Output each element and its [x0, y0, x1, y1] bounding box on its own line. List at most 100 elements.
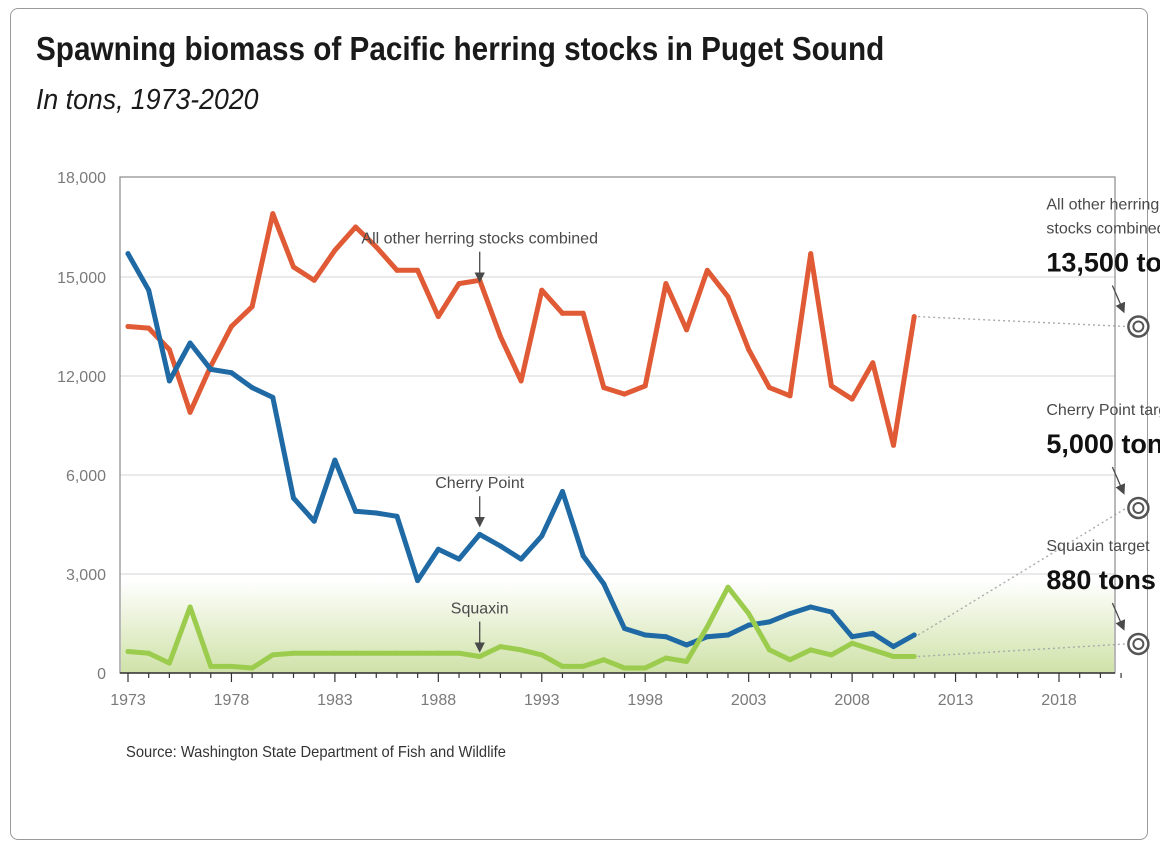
- data-point-cherry-point: [746, 622, 752, 628]
- data-point-squaxin: [456, 650, 462, 656]
- data-point-all-other-herring-stocks-combined: [477, 277, 483, 283]
- data-point-cherry-point: [828, 609, 834, 615]
- data-point-all-other-herring-stocks-combined: [332, 247, 338, 253]
- data-point-squaxin: [559, 663, 565, 669]
- data-point-cherry-point: [684, 642, 690, 648]
- data-point-all-other-herring-stocks-combined: [228, 324, 234, 329]
- data-point-cherry-point: [353, 508, 359, 514]
- x-tick-label: 1978: [214, 692, 250, 709]
- data-point-squaxin: [415, 650, 421, 656]
- data-point-cherry-point: [456, 556, 462, 562]
- target-marker: [1127, 315, 1150, 338]
- y-tick-label: 6,000: [66, 468, 106, 485]
- data-point-squaxin: [787, 657, 793, 663]
- data-point-cherry-point: [477, 531, 483, 537]
- data-point-squaxin: [291, 650, 297, 656]
- data-point-squaxin: [125, 649, 131, 655]
- data-point-cherry-point: [766, 619, 772, 625]
- data-point-all-other-herring-stocks-combined: [249, 304, 255, 310]
- x-tick-label: 1988: [421, 692, 457, 709]
- target-arrow: [1111, 602, 1126, 631]
- data-point-all-other-herring-stocks-combined: [146, 325, 152, 331]
- data-point-cherry-point: [291, 495, 297, 501]
- data-point-cherry-point: [208, 366, 214, 372]
- data-point-cherry-point: [704, 634, 710, 640]
- target-value: 5,000 tons: [1046, 429, 1160, 459]
- data-point-squaxin: [353, 650, 359, 656]
- data-point-all-other-herring-stocks-combined: [373, 244, 379, 250]
- squaxin-band: [121, 580, 1114, 673]
- data-point-squaxin: [870, 647, 876, 653]
- data-point-all-other-herring-stocks-combined: [746, 347, 752, 353]
- target-label: Squaxin target: [1046, 538, 1150, 555]
- y-tick-label: 12,000: [57, 369, 106, 386]
- data-point-all-other-herring-stocks-combined: [684, 327, 690, 333]
- target-marker-inner: [1132, 502, 1145, 514]
- data-point-all-other-herring-stocks-combined: [911, 314, 917, 320]
- data-point-cherry-point: [725, 632, 731, 638]
- target-marker: [1127, 496, 1150, 520]
- data-point-cherry-point: [125, 251, 131, 257]
- data-point-squaxin: [146, 650, 152, 656]
- data-point-squaxin: [725, 584, 731, 590]
- data-point-cherry-point: [663, 634, 669, 640]
- data-point-all-other-herring-stocks-combined: [394, 267, 400, 273]
- data-point-cherry-point: [622, 625, 628, 631]
- data-point-cherry-point: [166, 378, 172, 384]
- data-point-cherry-point: [435, 546, 441, 552]
- x-tick-label: 1998: [627, 692, 663, 709]
- data-point-squaxin: [518, 647, 524, 653]
- data-point-squaxin: [435, 650, 441, 656]
- x-tick-label: 1993: [524, 692, 560, 709]
- data-point-squaxin: [663, 655, 669, 661]
- data-point-squaxin: [642, 665, 648, 671]
- data-point-squaxin: [911, 654, 917, 659]
- data-point-squaxin: [270, 652, 276, 658]
- data-point-all-other-herring-stocks-combined: [601, 385, 607, 391]
- x-tick-label: 2003: [731, 692, 767, 709]
- data-point-all-other-herring-stocks-combined: [166, 347, 172, 353]
- target-value: 880 tons: [1046, 565, 1156, 595]
- data-point-all-other-herring-stocks-combined: [187, 409, 193, 415]
- target-label: stocks combined target: [1046, 221, 1160, 238]
- data-point-squaxin: [187, 604, 193, 610]
- target-marker: [1127, 632, 1150, 656]
- data-point-all-other-herring-stocks-combined: [725, 294, 731, 300]
- data-point-cherry-point: [890, 644, 896, 650]
- target-arrow: [1111, 285, 1126, 314]
- series-annotation: Cherry Point: [435, 475, 524, 492]
- series-annotation: All other herring stocks combined: [361, 231, 598, 248]
- data-point-squaxin: [622, 665, 628, 671]
- target-label: Cherry Point target: [1046, 402, 1160, 419]
- data-point-cherry-point: [415, 578, 421, 584]
- target-arrow: [1111, 466, 1126, 495]
- data-point-cherry-point: [849, 634, 855, 640]
- data-point-squaxin: [890, 654, 896, 659]
- data-point-cherry-point: [870, 630, 876, 636]
- data-point-squaxin: [228, 663, 234, 669]
- data-point-all-other-herring-stocks-combined: [622, 391, 628, 397]
- data-point-all-other-herring-stocks-combined: [435, 314, 441, 320]
- data-point-squaxin: [746, 611, 752, 617]
- data-point-squaxin: [332, 650, 338, 656]
- data-point-cherry-point: [228, 370, 234, 376]
- data-point-squaxin: [684, 658, 690, 664]
- data-point-all-other-herring-stocks-combined: [580, 310, 586, 316]
- data-point-cherry-point: [373, 510, 379, 516]
- data-point-cherry-point: [808, 604, 814, 610]
- data-point-squaxin: [477, 654, 483, 659]
- data-point-all-other-herring-stocks-combined: [125, 324, 131, 329]
- data-point-squaxin: [849, 640, 855, 646]
- data-point-all-other-herring-stocks-combined: [497, 333, 503, 339]
- data-point-all-other-herring-stocks-combined: [559, 310, 565, 316]
- target-value: 13,500 tons: [1046, 248, 1160, 278]
- data-point-cherry-point: [394, 513, 400, 519]
- data-point-squaxin: [808, 647, 814, 653]
- data-point-all-other-herring-stocks-combined: [704, 267, 710, 273]
- data-point-all-other-herring-stocks-combined: [890, 442, 896, 448]
- y-tick-label: 0: [97, 666, 106, 683]
- data-point-squaxin: [497, 644, 503, 650]
- data-point-all-other-herring-stocks-combined: [870, 360, 876, 366]
- data-point-cherry-point: [518, 556, 524, 562]
- data-point-cherry-point: [311, 518, 317, 524]
